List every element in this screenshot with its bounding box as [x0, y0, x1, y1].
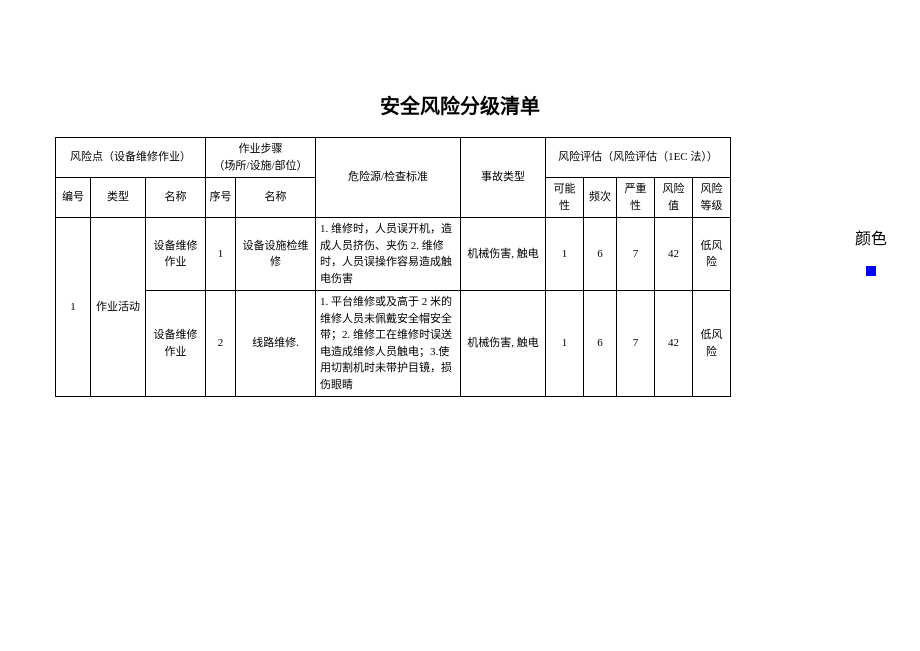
- cell-accident: 机械伤害, 触电: [461, 218, 546, 291]
- cell-likely: 1: [546, 218, 584, 291]
- table-row: 设备维修作业 2 线路维修. 1. 平台维修或及高于 2 米的维修人员未佩戴安全…: [56, 291, 731, 397]
- header-steps: 作业步骤 （场所/设施/部位）: [206, 138, 316, 178]
- header-step-name: 名称: [236, 178, 316, 218]
- cell-risklevel: 低风险: [693, 218, 731, 291]
- header-risklevel: 风险等级: [693, 178, 731, 218]
- header-id: 编号: [56, 178, 91, 218]
- cell-riskval: 42: [655, 291, 693, 397]
- cell-risklevel: 低风险: [693, 291, 731, 397]
- header-risk-point: 风险点（设备维修作业）: [56, 138, 206, 178]
- header-hazard: 危险源/检查标准: [316, 138, 461, 218]
- cell-severity: 7: [617, 218, 655, 291]
- header-type: 类型: [91, 178, 146, 218]
- header-freq: 频次: [584, 178, 617, 218]
- color-label: 颜色: [855, 225, 887, 249]
- cell-step: 设备设施检维修: [236, 218, 316, 291]
- cell-freq: 6: [584, 218, 617, 291]
- page-title: 安全风险分级清单: [55, 90, 865, 119]
- cell-seq: 1: [206, 218, 236, 291]
- header-likely: 可能性: [546, 178, 584, 218]
- color-legend: 颜色: [855, 225, 887, 281]
- cell-name: 设备维修作业: [146, 218, 206, 291]
- cell-type: 作业活动: [91, 218, 146, 397]
- cell-freq: 6: [584, 291, 617, 397]
- cell-step: 线路维修.: [236, 291, 316, 397]
- header-seq: 序号: [206, 178, 236, 218]
- cell-seq: 2: [206, 291, 236, 397]
- cell-hazard: 1. 维修时，人员误开机，造成人员挤伤、夹伤 2. 维修时，人员误操作容易造成触…: [316, 218, 461, 291]
- cell-likely: 1: [546, 291, 584, 397]
- risk-table: 风险点（设备维修作业） 作业步骤 （场所/设施/部位） 危险源/检查标准 事故类…: [55, 137, 731, 397]
- color-swatch: [866, 266, 876, 276]
- header-severity: 严重性: [617, 178, 655, 218]
- cell-accident: 机械伤害, 触电: [461, 291, 546, 397]
- header-riskval: 风险值: [655, 178, 693, 218]
- cell-hazard: 1. 平台维修或及高于 2 米的维修人员未佩戴安全帽安全带；2. 维修工在维修时…: [316, 291, 461, 397]
- cell-name: 设备维修作业: [146, 291, 206, 397]
- cell-severity: 7: [617, 291, 655, 397]
- header-accident: 事故类型: [461, 138, 546, 218]
- table-row: 1 作业活动 设备维修作业 1 设备设施检维修 1. 维修时，人员误开机，造成人…: [56, 218, 731, 291]
- header-assessment: 风险评估（风险评估（1EC 法））: [546, 138, 731, 178]
- cell-id: 1: [56, 218, 91, 397]
- header-name: 名称: [146, 178, 206, 218]
- cell-riskval: 42: [655, 218, 693, 291]
